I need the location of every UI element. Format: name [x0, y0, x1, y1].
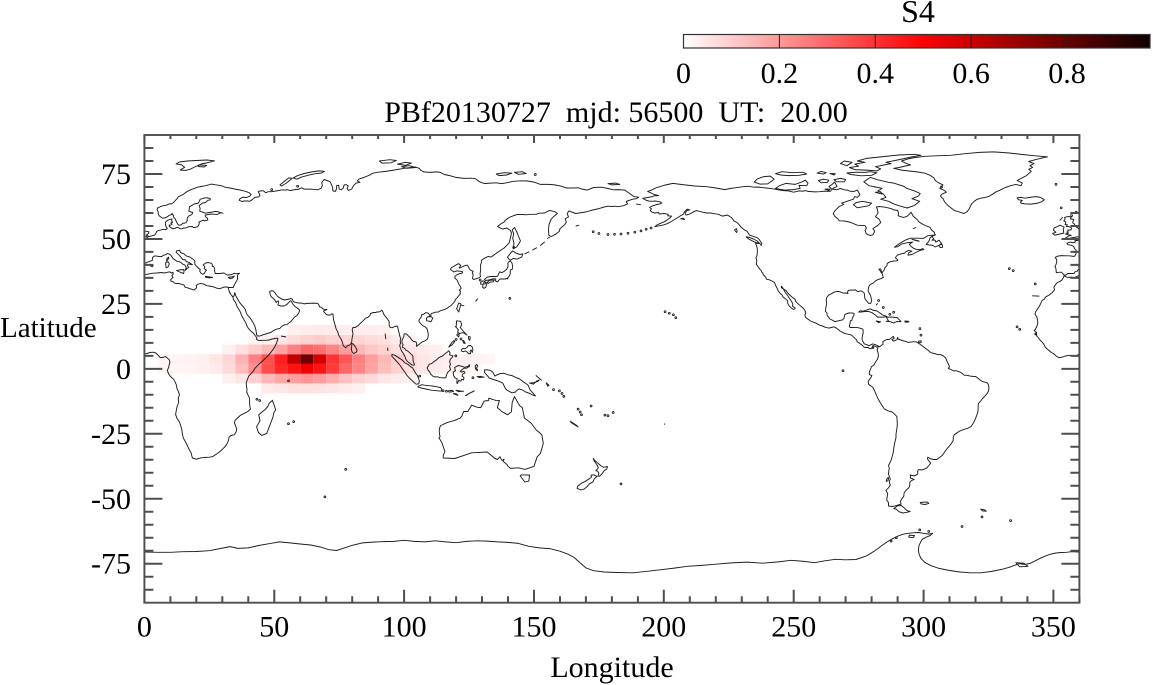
svg-text:250: 250 [771, 611, 816, 644]
svg-text:Latitude: Latitude [0, 312, 97, 344]
svg-text:-75: -75 [91, 548, 131, 581]
svg-text:S4: S4 [901, 0, 935, 29]
svg-text:-50: -50 [91, 483, 131, 516]
svg-text:0: 0 [137, 611, 152, 644]
svg-text:-25: -25 [91, 418, 131, 451]
svg-text:50: 50 [101, 223, 131, 256]
svg-text:0.6: 0.6 [952, 57, 990, 90]
svg-text:200: 200 [641, 611, 686, 644]
svg-text:0.8: 0.8 [1048, 57, 1086, 90]
svg-text:100: 100 [382, 611, 427, 644]
svg-text:0: 0 [676, 57, 691, 90]
svg-text:300: 300 [901, 611, 946, 644]
svg-text:PBf20130727 mjd: 56500 UT:: PBf20130727 mjd: 56500 UT: 20.00 [384, 96, 848, 129]
svg-text:0.2: 0.2 [761, 57, 799, 90]
svg-text:Longitude: Longitude [550, 651, 673, 684]
svg-text:150: 150 [512, 611, 557, 644]
svg-text:350: 350 [1031, 611, 1076, 644]
svg-text:25: 25 [101, 288, 131, 321]
svg-text:50: 50 [259, 611, 289, 644]
svg-text:75: 75 [101, 158, 131, 191]
svg-text:0.4: 0.4 [857, 57, 895, 90]
svg-text:0: 0 [116, 353, 131, 386]
